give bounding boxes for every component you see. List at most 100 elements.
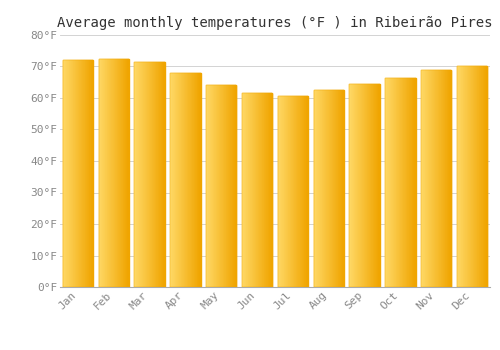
Bar (402, 77, 404, 287)
Bar (208, 85, 209, 287)
Bar (334, 90, 335, 287)
Bar (393, 77, 394, 287)
Bar (175, 73, 176, 287)
Bar (76, 60, 77, 287)
Bar (171, 73, 172, 287)
Bar (468, 66, 469, 287)
Bar (160, 62, 161, 287)
Bar (424, 70, 425, 287)
Bar (231, 85, 232, 287)
Bar (107, 58, 108, 287)
Bar (177, 73, 178, 287)
Bar (250, 93, 251, 287)
Bar (194, 73, 196, 287)
Bar (324, 90, 325, 287)
Bar (180, 73, 181, 287)
Bar (252, 93, 254, 287)
Bar (92, 60, 93, 287)
Bar (196, 73, 197, 287)
Bar (356, 84, 357, 287)
Bar (85, 60, 86, 287)
Bar (462, 66, 463, 287)
Bar (126, 58, 128, 287)
Bar (164, 62, 165, 287)
Bar (369, 84, 370, 287)
Bar (234, 85, 235, 287)
Bar (84, 60, 85, 287)
Bar (294, 96, 295, 287)
Bar (433, 70, 434, 287)
Bar (400, 77, 401, 287)
Bar (338, 90, 340, 287)
Bar (361, 84, 362, 287)
Bar (270, 93, 271, 287)
Bar (172, 73, 173, 287)
Bar (362, 84, 363, 287)
Bar (173, 73, 174, 287)
Bar (322, 90, 324, 287)
Bar (425, 70, 426, 287)
Bar (326, 90, 327, 287)
Bar (110, 58, 112, 287)
Bar (141, 62, 142, 287)
Bar (398, 77, 399, 287)
Bar (440, 70, 441, 287)
Bar (314, 90, 315, 287)
Bar (64, 60, 65, 287)
Bar (81, 60, 82, 287)
Bar (426, 70, 427, 287)
Bar (357, 84, 358, 287)
Bar (385, 77, 416, 287)
Bar (108, 58, 109, 287)
Bar (170, 73, 200, 287)
Bar (192, 73, 193, 287)
Bar (134, 62, 135, 287)
Bar (299, 96, 300, 287)
Bar (314, 90, 344, 287)
Bar (216, 85, 218, 287)
Bar (364, 84, 366, 287)
Bar (134, 62, 165, 287)
Bar (443, 70, 444, 287)
Bar (68, 60, 69, 287)
Bar (224, 85, 225, 287)
Bar (329, 90, 330, 287)
Bar (228, 85, 229, 287)
Bar (72, 60, 74, 287)
Bar (242, 93, 244, 287)
Bar (188, 73, 189, 287)
Bar (392, 77, 393, 287)
Bar (441, 70, 442, 287)
Bar (264, 93, 266, 287)
Bar (463, 66, 464, 287)
Bar (261, 93, 262, 287)
Bar (304, 96, 305, 287)
Bar (140, 62, 141, 287)
Bar (198, 73, 199, 287)
Bar (146, 62, 148, 287)
Bar (465, 66, 466, 287)
Bar (83, 60, 84, 287)
Bar (415, 77, 416, 287)
Bar (128, 58, 129, 287)
Bar (170, 73, 171, 287)
Bar (244, 93, 245, 287)
Bar (377, 84, 378, 287)
Bar (148, 62, 149, 287)
Bar (431, 70, 432, 287)
Bar (135, 62, 136, 287)
Bar (335, 90, 336, 287)
Bar (366, 84, 367, 287)
Bar (332, 90, 334, 287)
Bar (422, 70, 424, 287)
Bar (442, 70, 443, 287)
Bar (82, 60, 83, 287)
Bar (255, 93, 256, 287)
Bar (176, 73, 177, 287)
Bar (481, 66, 482, 287)
Bar (414, 77, 415, 287)
Bar (278, 96, 279, 287)
Bar (230, 85, 231, 287)
Bar (395, 77, 396, 287)
Bar (186, 73, 187, 287)
